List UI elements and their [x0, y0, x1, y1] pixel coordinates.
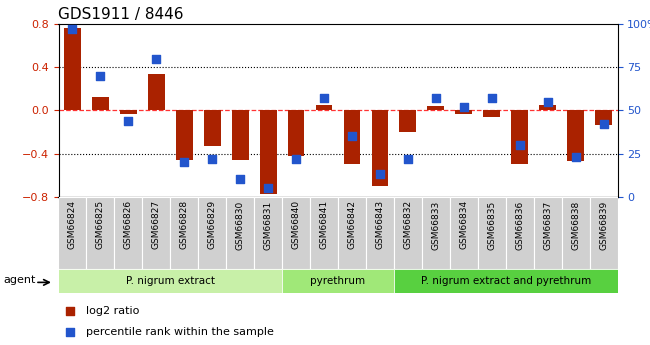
Bar [478, 197, 506, 269]
Bar [562, 197, 590, 269]
Text: GSM66843: GSM66843 [376, 200, 384, 249]
Point [151, 56, 161, 61]
Text: GSM66825: GSM66825 [96, 200, 105, 249]
Bar [260, 110, 276, 195]
Bar [170, 197, 198, 269]
Text: GSM66839: GSM66839 [599, 200, 608, 249]
Text: pyrethrum: pyrethrum [311, 276, 365, 286]
Text: percentile rank within the sample: percentile rank within the sample [86, 327, 274, 337]
Text: GDS1911 / 8446: GDS1911 / 8446 [58, 7, 184, 22]
Bar [366, 197, 394, 269]
Point [67, 27, 78, 32]
Text: GSM66827: GSM66827 [152, 200, 161, 249]
Point [235, 177, 246, 182]
Bar [394, 197, 422, 269]
Bar [534, 197, 562, 269]
Point [263, 185, 273, 191]
Bar [484, 110, 500, 117]
Text: GSM66832: GSM66832 [404, 200, 412, 249]
Point [95, 73, 105, 79]
Bar [198, 197, 226, 269]
Text: GSM66830: GSM66830 [236, 200, 244, 249]
Bar [58, 269, 282, 293]
Bar [204, 110, 220, 146]
Bar [142, 197, 170, 269]
Bar [282, 269, 394, 293]
Bar [590, 197, 618, 269]
Text: GSM66833: GSM66833 [432, 200, 440, 249]
Text: GSM66836: GSM66836 [515, 200, 524, 249]
Point [375, 171, 385, 177]
Bar [310, 197, 338, 269]
Text: P. nigrum extract: P. nigrum extract [126, 276, 214, 286]
Text: GSM66842: GSM66842 [348, 200, 356, 249]
Bar [148, 74, 164, 110]
Bar [58, 197, 86, 269]
Text: GSM66826: GSM66826 [124, 200, 133, 249]
Bar [512, 110, 528, 164]
Bar [394, 269, 618, 293]
Text: GSM66837: GSM66837 [543, 200, 552, 249]
Bar [120, 110, 136, 114]
Bar [92, 98, 109, 110]
Text: GSM66828: GSM66828 [180, 200, 188, 249]
Text: GSM66824: GSM66824 [68, 200, 77, 249]
Text: agent: agent [3, 275, 35, 285]
Bar [456, 110, 472, 114]
Text: GSM66834: GSM66834 [460, 200, 468, 249]
Bar [372, 110, 388, 186]
Text: P. nigrum extract and pyrethrum: P. nigrum extract and pyrethrum [421, 276, 591, 286]
Point [402, 156, 413, 161]
Bar [567, 110, 584, 161]
Point [486, 96, 497, 101]
Point [542, 99, 552, 105]
Bar [64, 29, 81, 110]
Text: log2 ratio: log2 ratio [86, 306, 140, 316]
Bar [282, 197, 310, 269]
Point [207, 156, 217, 161]
Text: GSM66831: GSM66831 [264, 200, 272, 249]
Point [64, 329, 75, 335]
Point [599, 121, 609, 127]
Bar [400, 110, 416, 132]
Bar [288, 110, 304, 156]
Point [318, 96, 329, 101]
Bar [506, 197, 534, 269]
Bar [316, 105, 332, 110]
Bar [422, 197, 450, 269]
Point [459, 104, 469, 110]
Bar [232, 110, 248, 160]
Bar [114, 197, 142, 269]
Point [124, 118, 134, 124]
Point [515, 142, 525, 148]
Text: GSM66840: GSM66840 [292, 200, 300, 249]
Bar [176, 110, 192, 160]
Point [179, 159, 190, 165]
Bar [344, 110, 360, 164]
Point [64, 308, 75, 314]
Bar [428, 106, 444, 110]
Bar [226, 197, 254, 269]
Point [571, 154, 581, 160]
Text: GSM66835: GSM66835 [488, 200, 496, 249]
Text: GSM66829: GSM66829 [208, 200, 216, 249]
Text: GSM66838: GSM66838 [571, 200, 580, 249]
Bar [254, 197, 282, 269]
Text: GSM66841: GSM66841 [320, 200, 328, 249]
Point [431, 96, 441, 101]
Bar [450, 197, 478, 269]
Bar [338, 197, 366, 269]
Bar [540, 105, 556, 110]
Bar [86, 197, 114, 269]
Bar [595, 110, 612, 126]
Point [291, 156, 302, 161]
Point [347, 134, 358, 139]
